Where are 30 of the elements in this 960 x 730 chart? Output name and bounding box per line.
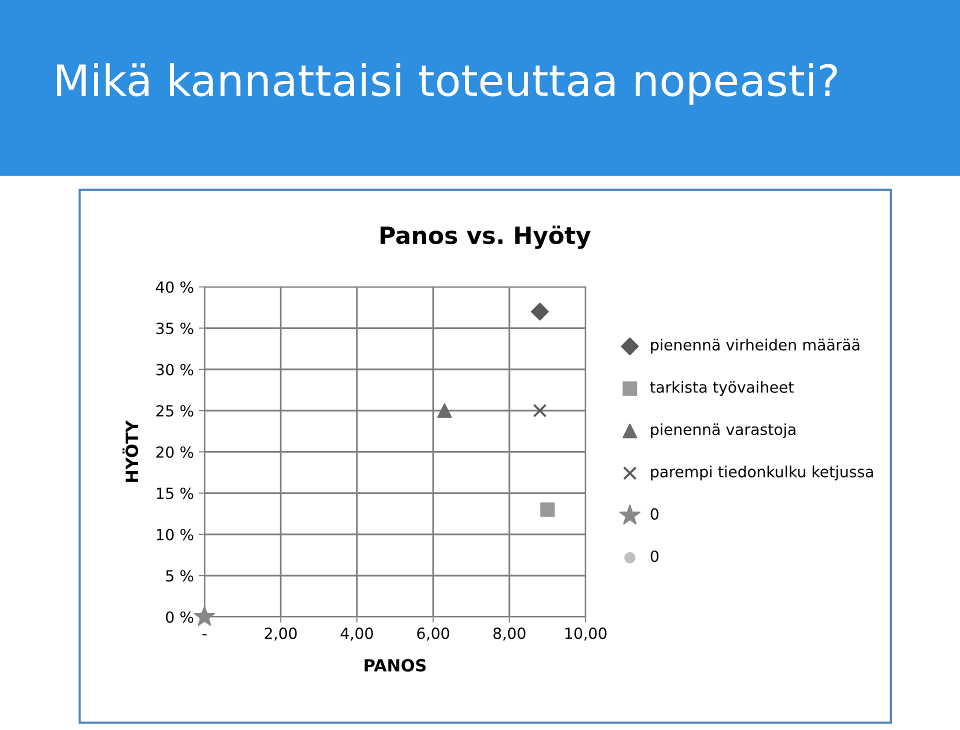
legend-label: tarkista työvaiheet (650, 381, 794, 396)
point (533, 404, 547, 418)
legend-label: 0 (650, 550, 658, 562)
legend-label: pienennä virheiden määrää (651, 338, 860, 354)
y-tick-label: 0 % (166, 611, 194, 623)
x-tick-label: 2,00 (264, 628, 297, 641)
chart-subtitle: Panos vs. Hyöty (380, 226, 591, 249)
legend-label: pienennä varastoja (651, 423, 796, 438)
y-tick-label: 30 % (156, 364, 194, 376)
y-tick-label: 35 % (156, 322, 194, 334)
x-axis-title: PANOS (364, 659, 426, 672)
x-tick-label: 6,00 (417, 628, 450, 641)
chart-title: Mikä kannattaisi toteuttaa nopeasti? (57, 63, 837, 105)
point (194, 606, 215, 626)
y-tick-label: 10 % (156, 528, 194, 540)
y-tick-label: 15 % (156, 488, 194, 500)
legend-label: 0 (650, 508, 658, 520)
x-tick-label: 8,00 (493, 628, 526, 641)
point (530, 302, 549, 321)
point (540, 502, 555, 517)
legend-label: parempi tiedonkulku ketjussa (651, 466, 873, 480)
y-axis-title: HYÖTY (122, 420, 138, 482)
point (437, 403, 452, 418)
y-tick-label: 5 % (166, 570, 194, 582)
x-tick-label: 4,00 (340, 628, 373, 641)
x-tick-label: - (202, 634, 206, 636)
x-tick-label: 10,00 (565, 628, 606, 641)
y-tick-label: 20 % (156, 446, 194, 458)
y-tick-label: 40 % (156, 281, 194, 293)
y-tick-label: 25 % (156, 405, 194, 417)
